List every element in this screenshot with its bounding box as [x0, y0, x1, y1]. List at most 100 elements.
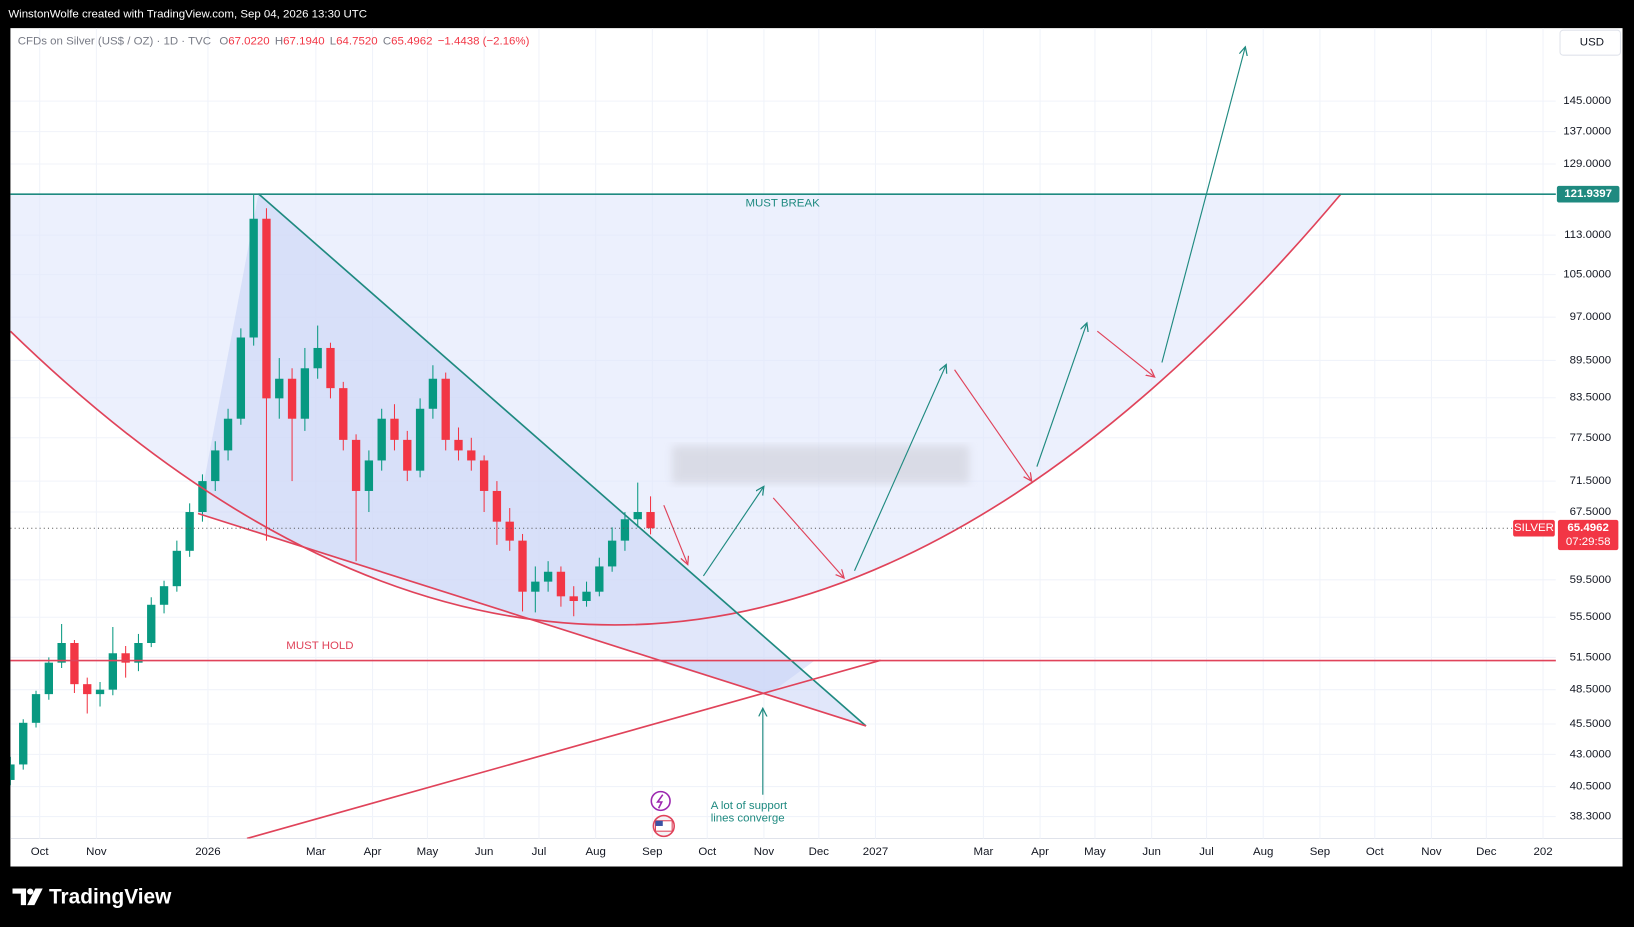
candle-body — [223, 418, 233, 451]
candle-body — [569, 596, 578, 602]
x-tick-label: Oct — [31, 846, 50, 858]
arrow-down — [772, 497, 844, 578]
candle-body — [211, 450, 220, 482]
price-tag — [1557, 519, 1619, 551]
legend-key: L — [330, 36, 336, 48]
y-tick-label: 40.5000 — [1570, 781, 1611, 793]
legend-key: C — [383, 36, 391, 48]
y-tick-label: 45.5000 — [1570, 718, 1611, 730]
y-tick-label: 43.0000 — [1570, 748, 1611, 760]
x-tick-label: Nov — [754, 846, 775, 858]
candle-body — [198, 481, 207, 513]
arrow-down — [663, 504, 688, 564]
x-tick-label: 202 — [1533, 846, 1552, 858]
x-tick-label: Jul — [1199, 846, 1214, 858]
legend-key: H — [275, 36, 283, 48]
candle-body — [326, 347, 335, 389]
x-tick-label: 2027 — [863, 846, 888, 858]
legend-value: 65.4962 — [391, 36, 432, 48]
wedge-fill — [197, 193, 866, 726]
rising-trendline — [246, 659, 881, 839]
candles — [10, 194, 655, 786]
legend-value: 67.0220 — [228, 36, 269, 48]
y-tick-label: 113.0000 — [1564, 229, 1611, 241]
event-icons — [650, 790, 676, 838]
y-tick-label: 105.0000 — [1563, 269, 1611, 281]
candle-body — [633, 512, 642, 520]
event-icon-glyph — [656, 794, 664, 809]
candle-body — [364, 460, 374, 491]
brand-logo — [12, 888, 43, 906]
candle-body — [339, 388, 348, 440]
y-tick-label: 55.5000 — [1570, 611, 1611, 623]
price-tag-label: 65.4962 — [1567, 522, 1608, 534]
price-tag — [1556, 185, 1620, 203]
x-tick-label: Dec — [1476, 846, 1497, 858]
legend-title: CFDs on Silver (US$ / OZ) · 1D · TVC — [18, 36, 211, 48]
candle-body — [19, 722, 28, 765]
candle-body — [492, 490, 502, 522]
candle-body — [10, 764, 15, 780]
candle-body — [262, 218, 271, 399]
candle-body — [646, 512, 655, 529]
watermark — [672, 445, 970, 484]
x-tick-label: Apr — [1031, 846, 1049, 858]
credit: WinstonWolfe created with TradingView.co… — [8, 9, 367, 21]
candle-body — [390, 418, 399, 440]
candle-body — [57, 643, 66, 663]
candle-body — [377, 418, 386, 461]
candle-body — [287, 378, 297, 419]
candle-body — [505, 521, 514, 541]
y-tick-label: 67.5000 — [1570, 506, 1611, 518]
drawings — [10, 47, 1342, 839]
candle-body — [556, 571, 566, 597]
symbol-tag-label: SILVER — [1514, 522, 1554, 534]
arrow-up — [1161, 47, 1245, 363]
candle-body — [428, 378, 438, 409]
legend-value: 64.7520 — [336, 36, 377, 48]
candle-body — [95, 689, 105, 695]
candle-body — [582, 591, 591, 602]
candle-body — [159, 586, 169, 605]
candle-body — [83, 684, 92, 695]
candle-body — [172, 550, 182, 587]
x-tick-label: May — [1084, 846, 1106, 858]
x-tick-label: Aug — [1253, 846, 1273, 858]
y-tick-label: 71.5000 — [1570, 475, 1611, 487]
legend-value: 67.1940 — [283, 36, 324, 48]
x-tick-label: 2026 — [195, 846, 220, 858]
converge-fill — [654, 660, 815, 695]
candle-body — [454, 439, 463, 451]
candle-body — [108, 653, 118, 690]
currency-button[interactable] — [1559, 29, 1621, 56]
candle-body — [620, 519, 630, 541]
candle-body — [403, 439, 412, 471]
price-tag-label: 121.9397 — [1564, 188, 1612, 200]
footer — [0, 866, 1634, 927]
candle-body — [441, 378, 450, 440]
level-label: MUST HOLD — [286, 640, 353, 652]
candle-body — [607, 540, 617, 567]
event-icon[interactable] — [650, 790, 671, 812]
y-tick-label: 48.5000 — [1570, 684, 1611, 696]
x-tick-label: May — [417, 846, 439, 858]
candle-body — [275, 378, 284, 399]
y-tick-label: 38.3000 — [1570, 811, 1611, 823]
countdown: 07:29:58 — [1566, 536, 1611, 548]
y-tick-label: 145.0000 — [1563, 95, 1611, 107]
y-tick-label: 129.0000 — [1563, 158, 1611, 170]
brand: TradingView — [49, 885, 172, 908]
arrow-up — [1036, 323, 1087, 467]
candle-body — [185, 512, 194, 551]
y-tick-label: 59.5000 — [1570, 574, 1611, 586]
lower-trendline — [197, 512, 867, 727]
overlay: 145.0000 137.0000 129.0000 113.0000 105.0000… — [10, 36, 1620, 858]
arrow-up — [702, 486, 763, 577]
flag-glyph — [655, 820, 663, 826]
arrow-down — [954, 369, 1032, 481]
descending-trendline — [257, 193, 867, 727]
candle-body — [31, 694, 41, 723]
arrow-up — [853, 365, 947, 572]
